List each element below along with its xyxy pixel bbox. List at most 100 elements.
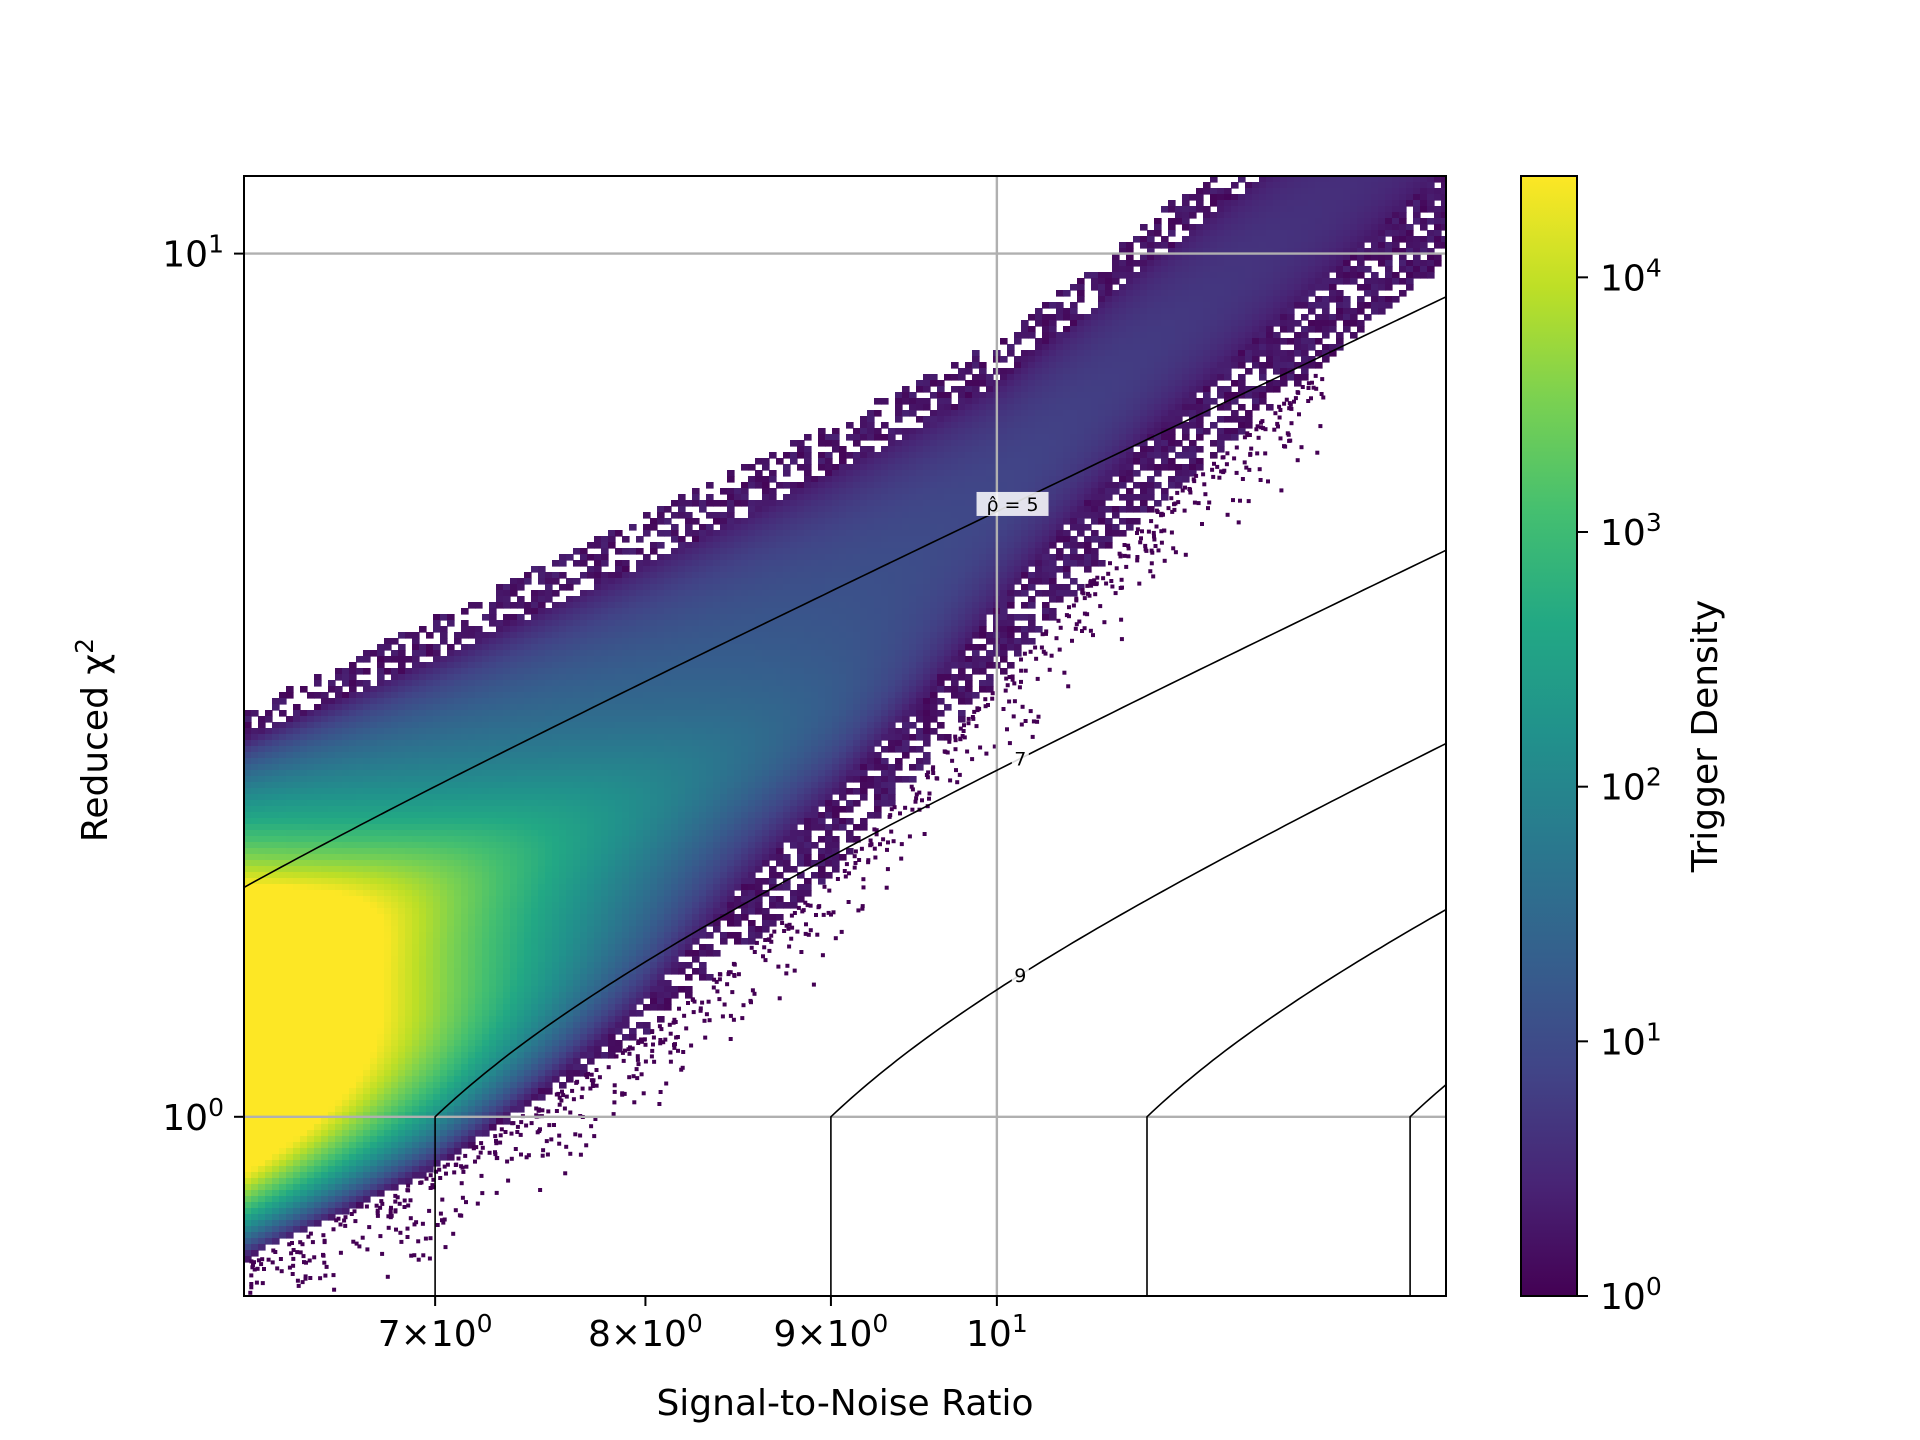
density-cell (818, 452, 826, 459)
density-cell (986, 548, 994, 555)
density-cell (1399, 230, 1407, 237)
density-cell (1133, 356, 1141, 363)
density-cell (1182, 206, 1190, 213)
density-cell (601, 674, 609, 681)
density-cell (741, 500, 749, 507)
density-cell (685, 530, 693, 537)
density-cell (657, 608, 665, 615)
density-cell (468, 674, 476, 681)
density-cell (958, 464, 966, 471)
density-cell (846, 548, 854, 555)
density-cell (692, 668, 700, 675)
density-cell (930, 572, 938, 579)
density-cell (818, 614, 826, 621)
density-cell (657, 638, 665, 645)
density-cell (1217, 284, 1225, 291)
density-cell (1189, 368, 1197, 375)
density-cell (1063, 512, 1071, 519)
density-cell (867, 518, 875, 525)
density-cell (1168, 200, 1176, 207)
density-cell (1154, 398, 1162, 405)
density-cell (1273, 350, 1281, 357)
density-cell (832, 602, 840, 609)
density-cell (1196, 242, 1204, 249)
density-cell (797, 650, 805, 657)
density-cell (1077, 296, 1085, 303)
density-cell (545, 596, 553, 603)
density-cell (1182, 254, 1190, 261)
density-cell (1126, 410, 1134, 417)
density-cell (1427, 236, 1435, 243)
density-cell (1105, 308, 1113, 315)
density-cell (685, 560, 693, 567)
density-cell (636, 602, 644, 609)
density-cell (1210, 266, 1218, 273)
density-cell (881, 494, 889, 501)
density-cell (636, 674, 644, 681)
density-cell (1049, 464, 1057, 471)
density-cell (377, 674, 385, 681)
density-cell (1203, 320, 1211, 327)
density-cell (1259, 242, 1267, 249)
density-cell (1007, 614, 1015, 621)
density-cell (1140, 404, 1148, 411)
density-cell (1133, 410, 1141, 417)
density-cell (1189, 302, 1197, 309)
density-cell (468, 644, 476, 651)
density-cell (622, 548, 630, 555)
density-cell (1119, 428, 1127, 435)
density-cell (741, 596, 749, 603)
density-cell (1007, 662, 1015, 669)
density-cell (867, 608, 875, 615)
density-cell (1014, 452, 1022, 459)
density-cell (412, 680, 420, 687)
density-cell (1091, 506, 1099, 513)
density-cell (748, 662, 756, 669)
density-cell (1056, 482, 1064, 489)
density-cell (692, 572, 700, 579)
density-cell (489, 656, 497, 663)
density-cell (1385, 182, 1393, 189)
density-cell (1028, 470, 1036, 477)
density-cell (531, 566, 539, 573)
density-cell (1175, 290, 1183, 297)
density-cell (685, 590, 693, 597)
density-cell (867, 422, 875, 429)
density-cell (1203, 284, 1211, 291)
density-cell (1021, 626, 1029, 633)
density-cell (923, 692, 931, 699)
density-cell (818, 626, 826, 633)
density-cell (629, 656, 637, 663)
density-cell (958, 584, 966, 591)
density-cell (1084, 488, 1092, 495)
density-cell (881, 680, 889, 687)
density-cell (601, 662, 609, 669)
density-cell (797, 482, 805, 489)
density-cell (888, 668, 896, 675)
density-cell (1007, 602, 1015, 609)
density-cell (1308, 344, 1316, 351)
density-cell (846, 620, 854, 627)
density-cell (678, 632, 686, 639)
density-cell (496, 584, 504, 591)
density-cell (559, 668, 567, 675)
density-cell (1287, 206, 1295, 213)
density-cell (1273, 260, 1281, 267)
density-cell (1273, 380, 1281, 387)
density-cell (503, 674, 511, 681)
density-cell (1231, 410, 1239, 417)
density-cell (1091, 308, 1099, 315)
density-cell (1252, 224, 1260, 231)
density-cell (818, 680, 826, 687)
density-cell (1105, 536, 1113, 543)
density-cell (1182, 218, 1190, 225)
density-cell (874, 506, 882, 513)
density-cell (608, 638, 616, 645)
density-cell (1070, 380, 1078, 387)
density-cell (1203, 230, 1211, 237)
density-cell (1000, 446, 1008, 453)
density-cell (566, 644, 574, 651)
density-cell (1161, 446, 1169, 453)
density-cell (335, 698, 343, 705)
